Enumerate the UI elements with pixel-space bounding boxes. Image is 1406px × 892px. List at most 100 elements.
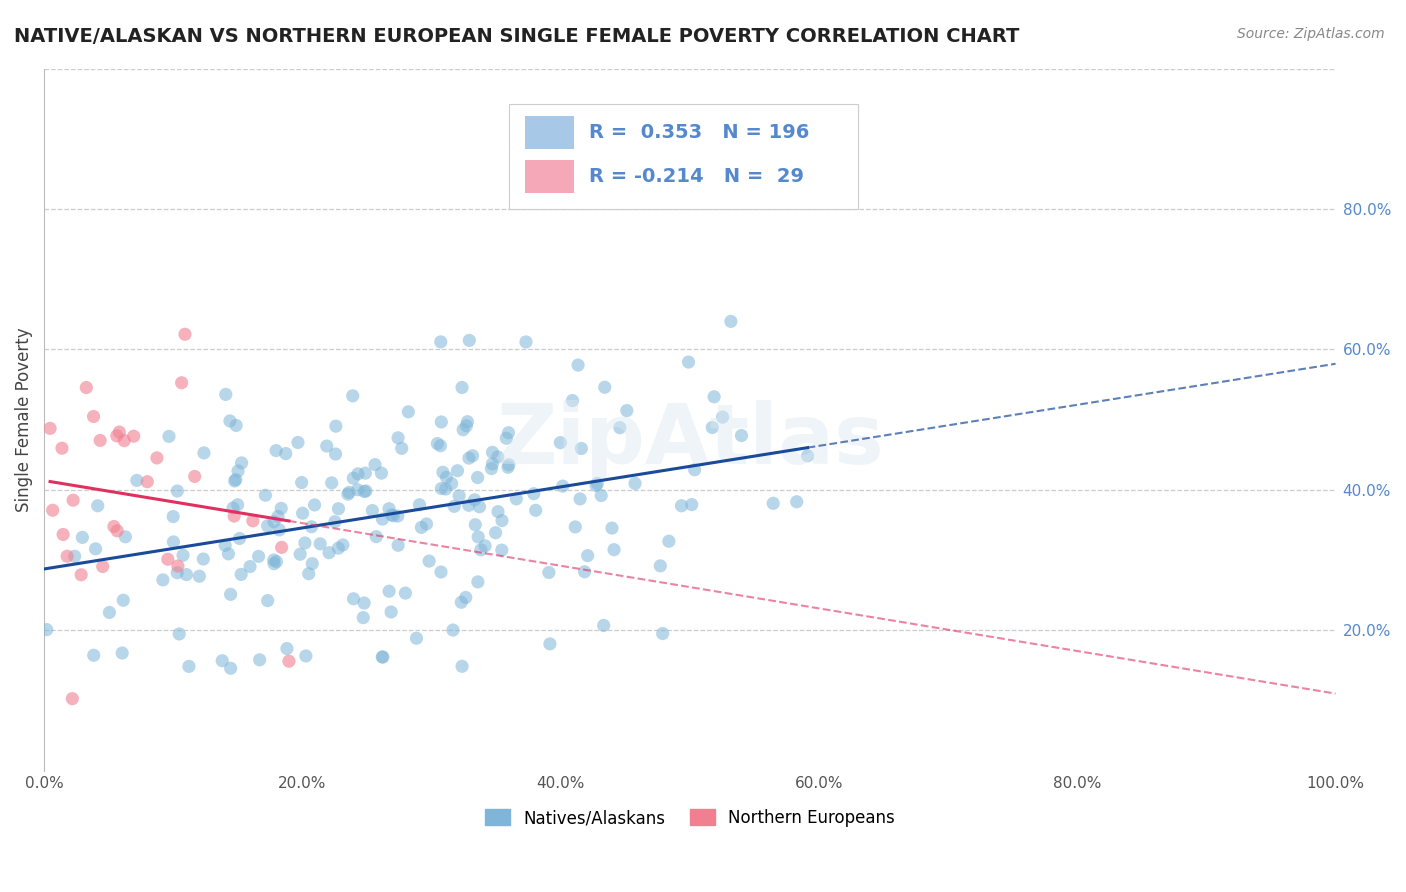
Natives/Alaskans: [347, 467, 370, 481]
Natives/Alaskans: [567, 358, 589, 372]
Natives/Alaskans: [266, 555, 288, 569]
Northern Europeans: [83, 409, 105, 424]
Natives/Alaskans: [720, 314, 742, 328]
Northern Europeans: [41, 503, 63, 517]
Natives/Alaskans: [486, 450, 509, 464]
Natives/Alaskans: [391, 442, 413, 456]
Natives/Alaskans: [167, 627, 190, 641]
Natives/Alaskans: [249, 653, 271, 667]
Natives/Alaskans: [796, 449, 818, 463]
Natives/Alaskans: [537, 566, 560, 580]
Natives/Alaskans: [111, 646, 134, 660]
Northern Europeans: [108, 425, 131, 439]
Natives/Alaskans: [440, 476, 463, 491]
Natives/Alaskans: [112, 593, 135, 607]
Natives/Alaskans: [762, 496, 785, 510]
Natives/Alaskans: [441, 623, 464, 637]
Natives/Alaskans: [193, 552, 215, 566]
Natives/Alaskans: [382, 508, 405, 523]
Northern Europeans: [89, 434, 111, 448]
Northern Europeans: [62, 493, 84, 508]
Natives/Alaskans: [495, 431, 517, 445]
Natives/Alaskans: [380, 508, 402, 522]
Text: R = -0.214   N =  29: R = -0.214 N = 29: [589, 167, 804, 186]
Natives/Alaskans: [325, 447, 347, 461]
Natives/Alaskans: [474, 539, 496, 553]
Natives/Alaskans: [624, 476, 647, 491]
Natives/Alaskans: [550, 435, 572, 450]
Natives/Alaskans: [269, 523, 291, 537]
Natives/Alaskans: [162, 535, 184, 549]
Natives/Alaskans: [256, 519, 278, 533]
Natives/Alaskans: [702, 420, 724, 434]
FancyBboxPatch shape: [509, 103, 858, 209]
Northern Europeans: [103, 519, 125, 533]
Natives/Alaskans: [430, 565, 453, 579]
Legend: Natives/Alaskans, Northern Europeans: Natives/Alaskans, Northern Europeans: [478, 803, 901, 834]
Natives/Alaskans: [467, 530, 489, 544]
Natives/Alaskans: [301, 520, 323, 534]
Northern Europeans: [224, 509, 246, 524]
Natives/Alaskans: [98, 606, 121, 620]
Natives/Alaskans: [370, 466, 392, 480]
Natives/Alaskans: [371, 512, 394, 526]
Natives/Alaskans: [468, 500, 491, 514]
Northern Europeans: [183, 469, 205, 483]
Natives/Alaskans: [429, 439, 451, 453]
Natives/Alaskans: [451, 423, 474, 437]
Natives/Alaskans: [430, 482, 453, 496]
Natives/Alaskans: [426, 436, 449, 450]
Natives/Alaskans: [484, 525, 506, 540]
Natives/Alaskans: [378, 501, 401, 516]
Natives/Alaskans: [315, 439, 337, 453]
Natives/Alaskans: [405, 632, 427, 646]
Natives/Alaskans: [671, 499, 693, 513]
Northern Europeans: [174, 327, 197, 342]
Northern Europeans: [52, 527, 75, 541]
Natives/Alaskans: [569, 442, 592, 456]
Natives/Alaskans: [730, 428, 752, 442]
Natives/Alaskans: [211, 654, 233, 668]
Natives/Alaskans: [481, 457, 503, 471]
Natives/Alaskans: [72, 530, 94, 544]
Natives/Alaskans: [505, 491, 527, 506]
Natives/Alaskans: [342, 389, 364, 403]
Natives/Alaskans: [464, 492, 486, 507]
Natives/Alaskans: [346, 483, 368, 497]
Natives/Alaskans: [378, 584, 401, 599]
Natives/Alaskans: [418, 554, 440, 568]
Natives/Alaskans: [323, 515, 346, 529]
Natives/Alaskans: [650, 558, 672, 573]
Natives/Alaskans: [231, 456, 253, 470]
Natives/Alaskans: [436, 470, 458, 484]
Natives/Alaskans: [371, 649, 394, 664]
Natives/Alaskans: [481, 461, 503, 475]
Natives/Alaskans: [172, 548, 194, 562]
Natives/Alaskans: [354, 466, 377, 480]
Northern Europeans: [60, 691, 83, 706]
Natives/Alaskans: [538, 637, 561, 651]
Natives/Alaskans: [394, 586, 416, 600]
Natives/Alaskans: [496, 460, 519, 475]
Natives/Alaskans: [434, 482, 457, 496]
Natives/Alaskans: [380, 605, 402, 619]
Northern Europeans: [170, 376, 193, 390]
Natives/Alaskans: [451, 659, 474, 673]
Natives/Alaskans: [152, 573, 174, 587]
Natives/Alaskans: [681, 498, 703, 512]
Natives/Alaskans: [366, 530, 388, 544]
Natives/Alaskans: [114, 530, 136, 544]
Natives/Alaskans: [609, 420, 631, 434]
Natives/Alaskans: [454, 591, 477, 605]
Natives/Alaskans: [396, 405, 419, 419]
Northern Europeans: [270, 541, 292, 555]
Natives/Alaskans: [224, 474, 246, 488]
Natives/Alaskans: [342, 471, 364, 485]
Natives/Alaskans: [254, 488, 277, 502]
Natives/Alaskans: [291, 475, 314, 490]
Natives/Alaskans: [470, 542, 492, 557]
Natives/Alaskans: [458, 451, 481, 466]
Natives/Alaskans: [450, 595, 472, 609]
Natives/Alaskans: [678, 355, 700, 369]
Natives/Alaskans: [219, 661, 242, 675]
